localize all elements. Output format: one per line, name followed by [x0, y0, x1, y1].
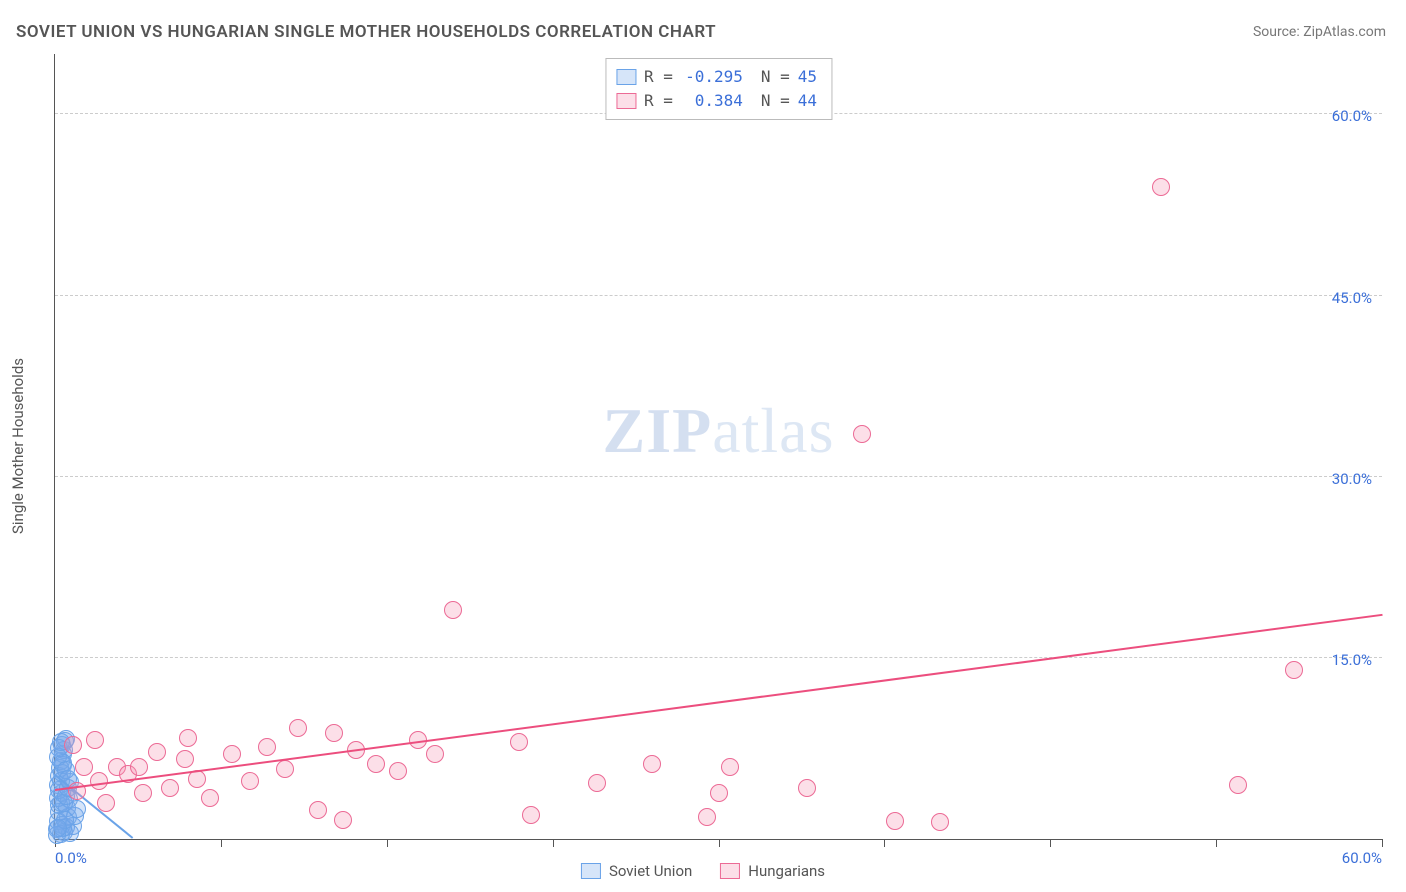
data-point-hungarian	[148, 743, 166, 761]
legend-N-value: 45	[798, 65, 817, 89]
data-point-hungarian	[176, 750, 194, 768]
legend-N-label: N =	[761, 65, 790, 89]
watermark: ZIPatlas	[603, 394, 835, 468]
data-point-hungarian	[698, 808, 716, 826]
data-point-hungarian	[64, 736, 82, 754]
x-tick	[1216, 839, 1217, 847]
data-point-hungarian	[130, 758, 148, 776]
x-tick	[1050, 839, 1051, 847]
legend-item-soviet: Soviet Union	[581, 862, 692, 880]
legend-stats-box: R = -0.295 N = 45 R = 0.384 N = 44	[605, 58, 832, 120]
legend-bottom: Soviet Union Hungarians	[581, 862, 825, 880]
data-point-hungarian	[86, 731, 104, 749]
data-point-hungarian	[426, 745, 444, 763]
data-point-soviet	[49, 819, 67, 837]
correlation-scatter-chart: SOVIET UNION VS HUNGARIAN SINGLE MOTHER …	[0, 0, 1406, 892]
source-link[interactable]: ZipAtlas.com	[1303, 24, 1386, 40]
source-attribution: Source: ZipAtlas.com	[1253, 24, 1386, 40]
x-tick	[884, 839, 885, 847]
y-tick-label: 45.0%	[1332, 289, 1372, 307]
y-axis-label: Single Mother Households	[9, 358, 27, 534]
data-point-hungarian	[276, 760, 294, 778]
data-point-hungarian	[325, 724, 343, 742]
data-point-hungarian	[179, 729, 197, 747]
legend-stats-row-hungarian: R = 0.384 N = 44	[616, 89, 817, 113]
data-point-hungarian	[1285, 661, 1303, 679]
legend-R-value: -0.295	[681, 65, 743, 89]
x-tick	[1382, 839, 1383, 847]
data-point-hungarian	[643, 755, 661, 773]
legend-stats-row-soviet: R = -0.295 N = 45	[616, 65, 817, 89]
source-label: Source:	[1253, 24, 1300, 40]
data-point-hungarian	[309, 801, 327, 819]
watermark-bold: ZIP	[603, 395, 713, 466]
data-point-hungarian	[97, 794, 115, 812]
data-point-hungarian	[522, 806, 540, 824]
data-point-hungarian	[510, 733, 528, 751]
legend-R-label: R =	[644, 89, 673, 113]
data-point-hungarian	[710, 784, 728, 802]
x-tick	[719, 839, 720, 847]
data-point-hungarian	[201, 789, 219, 807]
data-point-hungarian	[289, 719, 307, 737]
legend-swatch-soviet	[581, 863, 601, 879]
gridline	[55, 657, 1382, 658]
data-point-hungarian	[75, 758, 93, 776]
data-point-hungarian	[886, 812, 904, 830]
legend-R-label: R =	[644, 65, 673, 89]
data-point-hungarian	[389, 762, 407, 780]
legend-series-name: Soviet Union	[609, 862, 692, 880]
y-tick-label: 15.0%	[1332, 651, 1372, 669]
data-point-hungarian	[798, 779, 816, 797]
data-point-hungarian	[90, 772, 108, 790]
data-point-hungarian	[161, 779, 179, 797]
data-point-hungarian	[367, 755, 385, 773]
data-point-hungarian	[588, 774, 606, 792]
legend-swatch-hungarian	[616, 93, 636, 109]
data-point-hungarian	[444, 601, 462, 619]
x-axis-start-label: 0.0%	[55, 849, 87, 867]
y-tick-label: 30.0%	[1332, 470, 1372, 488]
data-point-hungarian	[853, 425, 871, 443]
trend-line-hungarian	[55, 614, 1382, 791]
x-axis-end-label: 60.0%	[1342, 849, 1382, 867]
watermark-rest: atlas	[712, 395, 834, 466]
legend-N-value: 44	[798, 89, 817, 113]
chart-title: SOVIET UNION VS HUNGARIAN SINGLE MOTHER …	[16, 22, 716, 42]
gridline	[55, 476, 1382, 477]
x-tick	[387, 839, 388, 847]
legend-N-label: N =	[761, 89, 790, 113]
data-point-hungarian	[1229, 776, 1247, 794]
x-tick	[553, 839, 554, 847]
legend-swatch-hungarian	[720, 863, 740, 879]
y-tick-label: 60.0%	[1332, 107, 1372, 125]
data-point-hungarian	[134, 784, 152, 802]
legend-series-name: Hungarians	[748, 862, 825, 880]
data-point-hungarian	[931, 813, 949, 831]
data-point-hungarian	[334, 811, 352, 829]
data-point-hungarian	[241, 772, 259, 790]
gridline	[55, 295, 1382, 296]
legend-item-hungarian: Hungarians	[720, 862, 825, 880]
legend-R-value: 0.384	[681, 89, 743, 113]
legend-swatch-soviet	[616, 69, 636, 85]
data-point-hungarian	[1152, 178, 1170, 196]
data-point-hungarian	[721, 758, 739, 776]
data-point-hungarian	[223, 745, 241, 763]
plot-area: ZIPatlas 15.0%30.0%45.0%60.0%0.0%60.0%R …	[54, 54, 1382, 840]
x-tick	[221, 839, 222, 847]
data-point-hungarian	[258, 738, 276, 756]
